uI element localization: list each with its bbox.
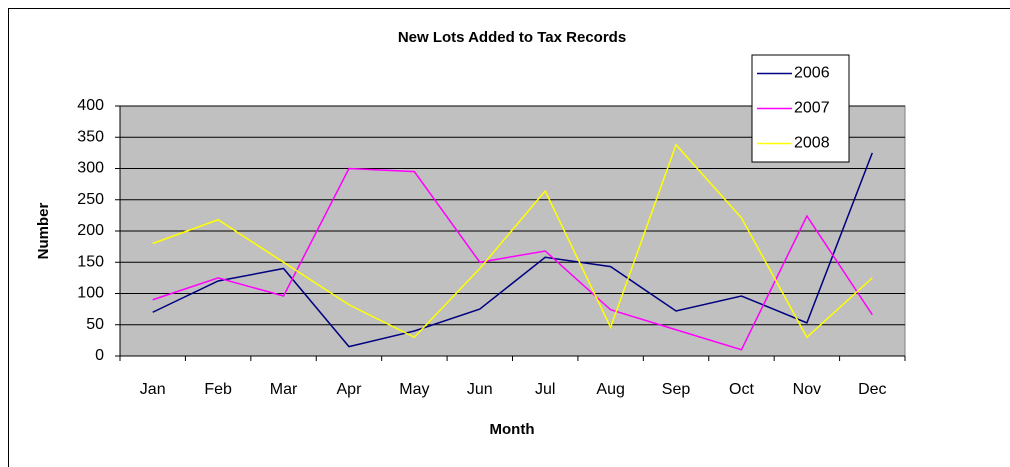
x-tick-label: Jan — [140, 381, 166, 398]
x-tick-label: Jul — [535, 381, 555, 398]
x-tick-label: Oct — [729, 381, 754, 398]
chart-title: New Lots Added to Tax Records — [398, 29, 626, 46]
y-tick-label: 350 — [77, 128, 104, 145]
x-tick-label: Jun — [467, 381, 493, 398]
series-line — [152, 143, 873, 339]
x-tick-label: Sep — [662, 381, 691, 398]
y-tick-label: 300 — [77, 160, 104, 177]
x-tick-label: Apr — [337, 381, 363, 398]
y-tick-label: 400 — [77, 97, 104, 114]
y-tick-label: 50 — [86, 316, 104, 333]
y-tick-label: 200 — [77, 222, 104, 239]
y-tick-label: 250 — [77, 191, 104, 208]
y-axis-label: Number — [35, 203, 52, 260]
x-tick-label: Dec — [858, 381, 886, 398]
legend-label: 2008 — [794, 135, 830, 152]
y-tick-label: 150 — [77, 253, 104, 270]
y-tick-label: 0 — [95, 347, 104, 364]
series-line — [152, 167, 873, 351]
legend-label: 2006 — [794, 65, 830, 82]
series-line — [152, 152, 873, 348]
x-axis-label: Month — [490, 421, 535, 438]
x-tick-label: Mar — [270, 381, 298, 398]
x-tick-label: Aug — [596, 381, 624, 398]
x-tick-label: May — [399, 381, 429, 398]
legend-label: 2007 — [794, 100, 830, 117]
x-tick-label: Feb — [204, 381, 232, 398]
x-tick-label: Nov — [793, 381, 821, 398]
y-tick-label: 100 — [77, 285, 104, 302]
